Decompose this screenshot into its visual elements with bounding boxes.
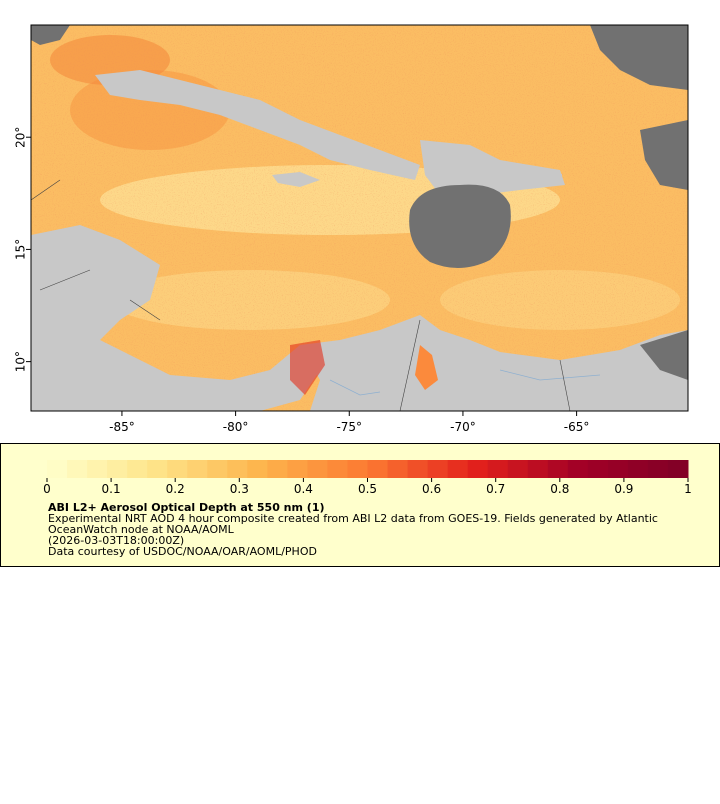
x-tick-label: -80° [223,420,249,434]
x-tick-label: -70° [450,420,476,434]
colorbar-tick-label: 0.6 [422,482,441,496]
colorbar-swatch [567,460,589,478]
colorbar-tick-label: 0.8 [550,482,569,496]
legend-description: Experimental NRT AOD 4 hour composite cr… [48,512,658,525]
colorbar-tick-label: 0.4 [294,482,313,496]
colorbar-tick-label: 0.3 [230,482,249,496]
colorbar-swatch [107,460,128,478]
colorbar-tick-label: 0.2 [166,482,185,496]
colorbar-swatch [167,460,188,478]
colorbar-tick-label: 0.9 [614,482,633,496]
y-tick-label: 20° [14,127,28,148]
colorbar-swatch [627,460,649,478]
colorbar-swatch [127,460,148,478]
colorbar-swatch [467,460,489,478]
colorbar-swatch [227,460,248,478]
colorbar-swatch [427,460,449,478]
colorbar-tick-label: 0.1 [102,482,121,496]
colorbar-swatch [507,460,529,478]
legend-description: OceanWatch node at NOAA/AOML [48,523,235,536]
colorbar-swatch [147,460,168,478]
colorbar-swatch [87,460,108,478]
colorbar-swatch [47,460,68,478]
colorbar-swatch [307,460,328,478]
y-tick-label: 15° [14,239,28,260]
colorbar-swatch [267,460,288,478]
colorbar-swatch [547,460,569,478]
colorbar-swatch [447,460,469,478]
colorbar-swatch [587,460,609,478]
colorbar-swatch [607,460,629,478]
colorbar-swatch [207,460,228,478]
colorbar-swatch [347,460,368,478]
colorbar-swatch [647,460,669,478]
colorbar-tick-label: 0.7 [486,482,505,496]
colorbar-swatch [327,460,348,478]
legend-time: (2026-03-03T18:00:00Z) [48,534,184,547]
x-tick-label: -85° [109,420,135,434]
colorbar-swatch [527,460,549,478]
colorbar-swatch [407,460,429,478]
y-tick-label: 10° [14,351,28,372]
colorbar-swatch [667,460,689,478]
x-tick-label: -65° [564,420,590,434]
colorbar-swatch [187,460,208,478]
legend-title: ABI L2+ Aerosol Optical Depth at 550 nm … [48,501,325,514]
legend-credit: Data courtesy of USDOC/NOAA/OAR/AOML/PHO… [48,545,317,558]
map-frame [30,24,689,412]
colorbar-tick-label: 0 [43,482,51,496]
x-tick-label: -75° [336,420,362,434]
colorbar-tick-label: 0.5 [358,482,377,496]
colorbar-swatch [247,460,268,478]
colorbar-swatch [67,460,88,478]
colorbar-swatch [487,460,509,478]
colorbar-swatch [287,460,308,478]
colorbar-swatch [367,460,389,478]
map-image [31,25,688,411]
colorbar-tick-label: 1 [684,482,692,496]
colorbar-swatch [387,460,409,478]
